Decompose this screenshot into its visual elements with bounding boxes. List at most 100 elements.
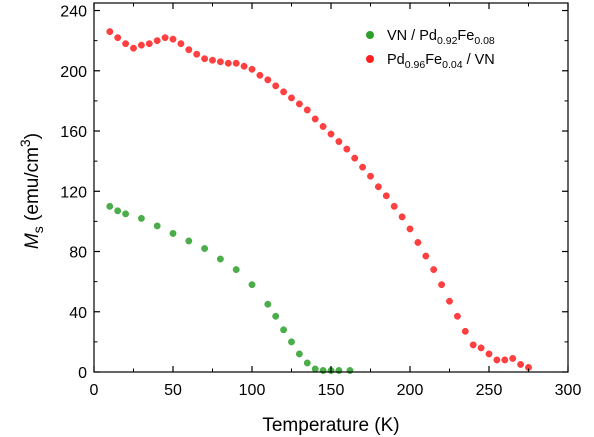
- data-point: [232, 266, 240, 273]
- data-point: [209, 56, 216, 64]
- data-point: [106, 28, 114, 36]
- x-tick-label: 100: [239, 382, 266, 399]
- data-point: [216, 58, 224, 66]
- data-point: [264, 76, 272, 84]
- y-tick-label: 160: [60, 124, 87, 141]
- legend: VN / Pd0.92Fe0.08 Pd0.96Fe0.04 / VN: [366, 28, 495, 71]
- data-point: [430, 266, 438, 273]
- data-point: [327, 130, 335, 138]
- data-point: [193, 50, 201, 58]
- x-tick-label: 50: [164, 382, 182, 399]
- legend-marker: [366, 31, 374, 39]
- data-point: [509, 355, 517, 362]
- data-point: [501, 356, 509, 364]
- data-point: [493, 356, 501, 364]
- legend-label: VN / Pd0.92Fe0.08: [387, 28, 495, 47]
- axis-ticks: [93, 3, 569, 373]
- data-point: [130, 44, 137, 52]
- data-point: [288, 94, 295, 102]
- x-axis-title: Temperature (K): [262, 415, 399, 436]
- x-tick-label: 250: [476, 382, 503, 399]
- data-point: [248, 281, 256, 289]
- data-point: [311, 365, 319, 373]
- data-point: [216, 255, 224, 263]
- data-point: [122, 210, 130, 218]
- data-point: [106, 202, 114, 210]
- data-point: [303, 359, 311, 367]
- data-point: [390, 202, 398, 210]
- data-point: [145, 40, 153, 48]
- data-point: [335, 367, 343, 374]
- y-tick-label: 240: [60, 4, 87, 21]
- y-tick-label: 0: [78, 365, 87, 382]
- data-point: [343, 145, 351, 153]
- data-point: [295, 350, 303, 358]
- data-point: [319, 367, 327, 374]
- plot-frame: [93, 2, 569, 373]
- x-tick-label: 0: [90, 382, 99, 399]
- x-tick-label: 150: [318, 382, 345, 399]
- data-point: [122, 40, 130, 48]
- data-point: [438, 281, 445, 289]
- data-point: [351, 154, 359, 162]
- data-point: [114, 207, 122, 215]
- data-point: [272, 312, 280, 320]
- data-point: [114, 34, 122, 42]
- data-point: [240, 62, 248, 70]
- data-point: [137, 41, 145, 49]
- data-point: [177, 40, 185, 48]
- data-point: [272, 82, 280, 90]
- data-point: [295, 100, 303, 108]
- data-point: [185, 46, 193, 54]
- x-tick-label: 200: [397, 382, 424, 399]
- series-layer: [106, 28, 532, 374]
- data-point: [264, 300, 272, 308]
- y-tick-label: 120: [60, 184, 87, 201]
- data-point: [232, 59, 240, 67]
- data-point: [382, 192, 390, 200]
- data-point: [201, 55, 209, 63]
- data-point: [422, 252, 430, 260]
- data-point: [256, 71, 264, 79]
- data-point: [137, 214, 145, 222]
- data-point: [169, 230, 177, 237]
- y-tick-label: 40: [69, 305, 87, 322]
- data-point: [469, 341, 477, 349]
- data-point: [517, 361, 524, 368]
- data-point: [303, 106, 311, 114]
- data-point: [153, 222, 161, 230]
- data-point: [280, 326, 287, 334]
- data-point: [477, 344, 485, 352]
- data-point: [201, 245, 209, 252]
- data-point: [280, 88, 287, 96]
- y-axis-title: Ms (emu/cm3): [17, 133, 46, 249]
- data-point: [169, 35, 177, 43]
- series-0: [106, 202, 354, 374]
- data-point: [398, 213, 406, 221]
- data-point: [161, 34, 169, 42]
- data-point: [346, 367, 354, 374]
- data-point: [288, 338, 295, 346]
- y-tick-label: 200: [60, 64, 87, 81]
- tick-labels: 0 50 100 150 200 250 300 0 40 80 120 160 200 240: [60, 4, 581, 399]
- data-point: [153, 37, 161, 45]
- data-point: [367, 172, 374, 180]
- data-point: [406, 225, 414, 233]
- data-point: [374, 183, 382, 191]
- data-point: [319, 123, 327, 130]
- data-point: [461, 327, 469, 335]
- data-point: [485, 350, 493, 358]
- data-point: [414, 239, 422, 246]
- data-point: [311, 115, 319, 123]
- data-point: [453, 312, 461, 320]
- legend-label: Pd0.96Fe0.04 / VN: [387, 52, 495, 71]
- x-tick-label: 300: [555, 382, 582, 399]
- data-point: [359, 163, 366, 171]
- legend-marker: [366, 55, 374, 63]
- data-point: [335, 138, 343, 145]
- series-1: [106, 28, 532, 371]
- data-point: [185, 237, 193, 245]
- data-point: [446, 297, 453, 305]
- data-point: [224, 59, 232, 67]
